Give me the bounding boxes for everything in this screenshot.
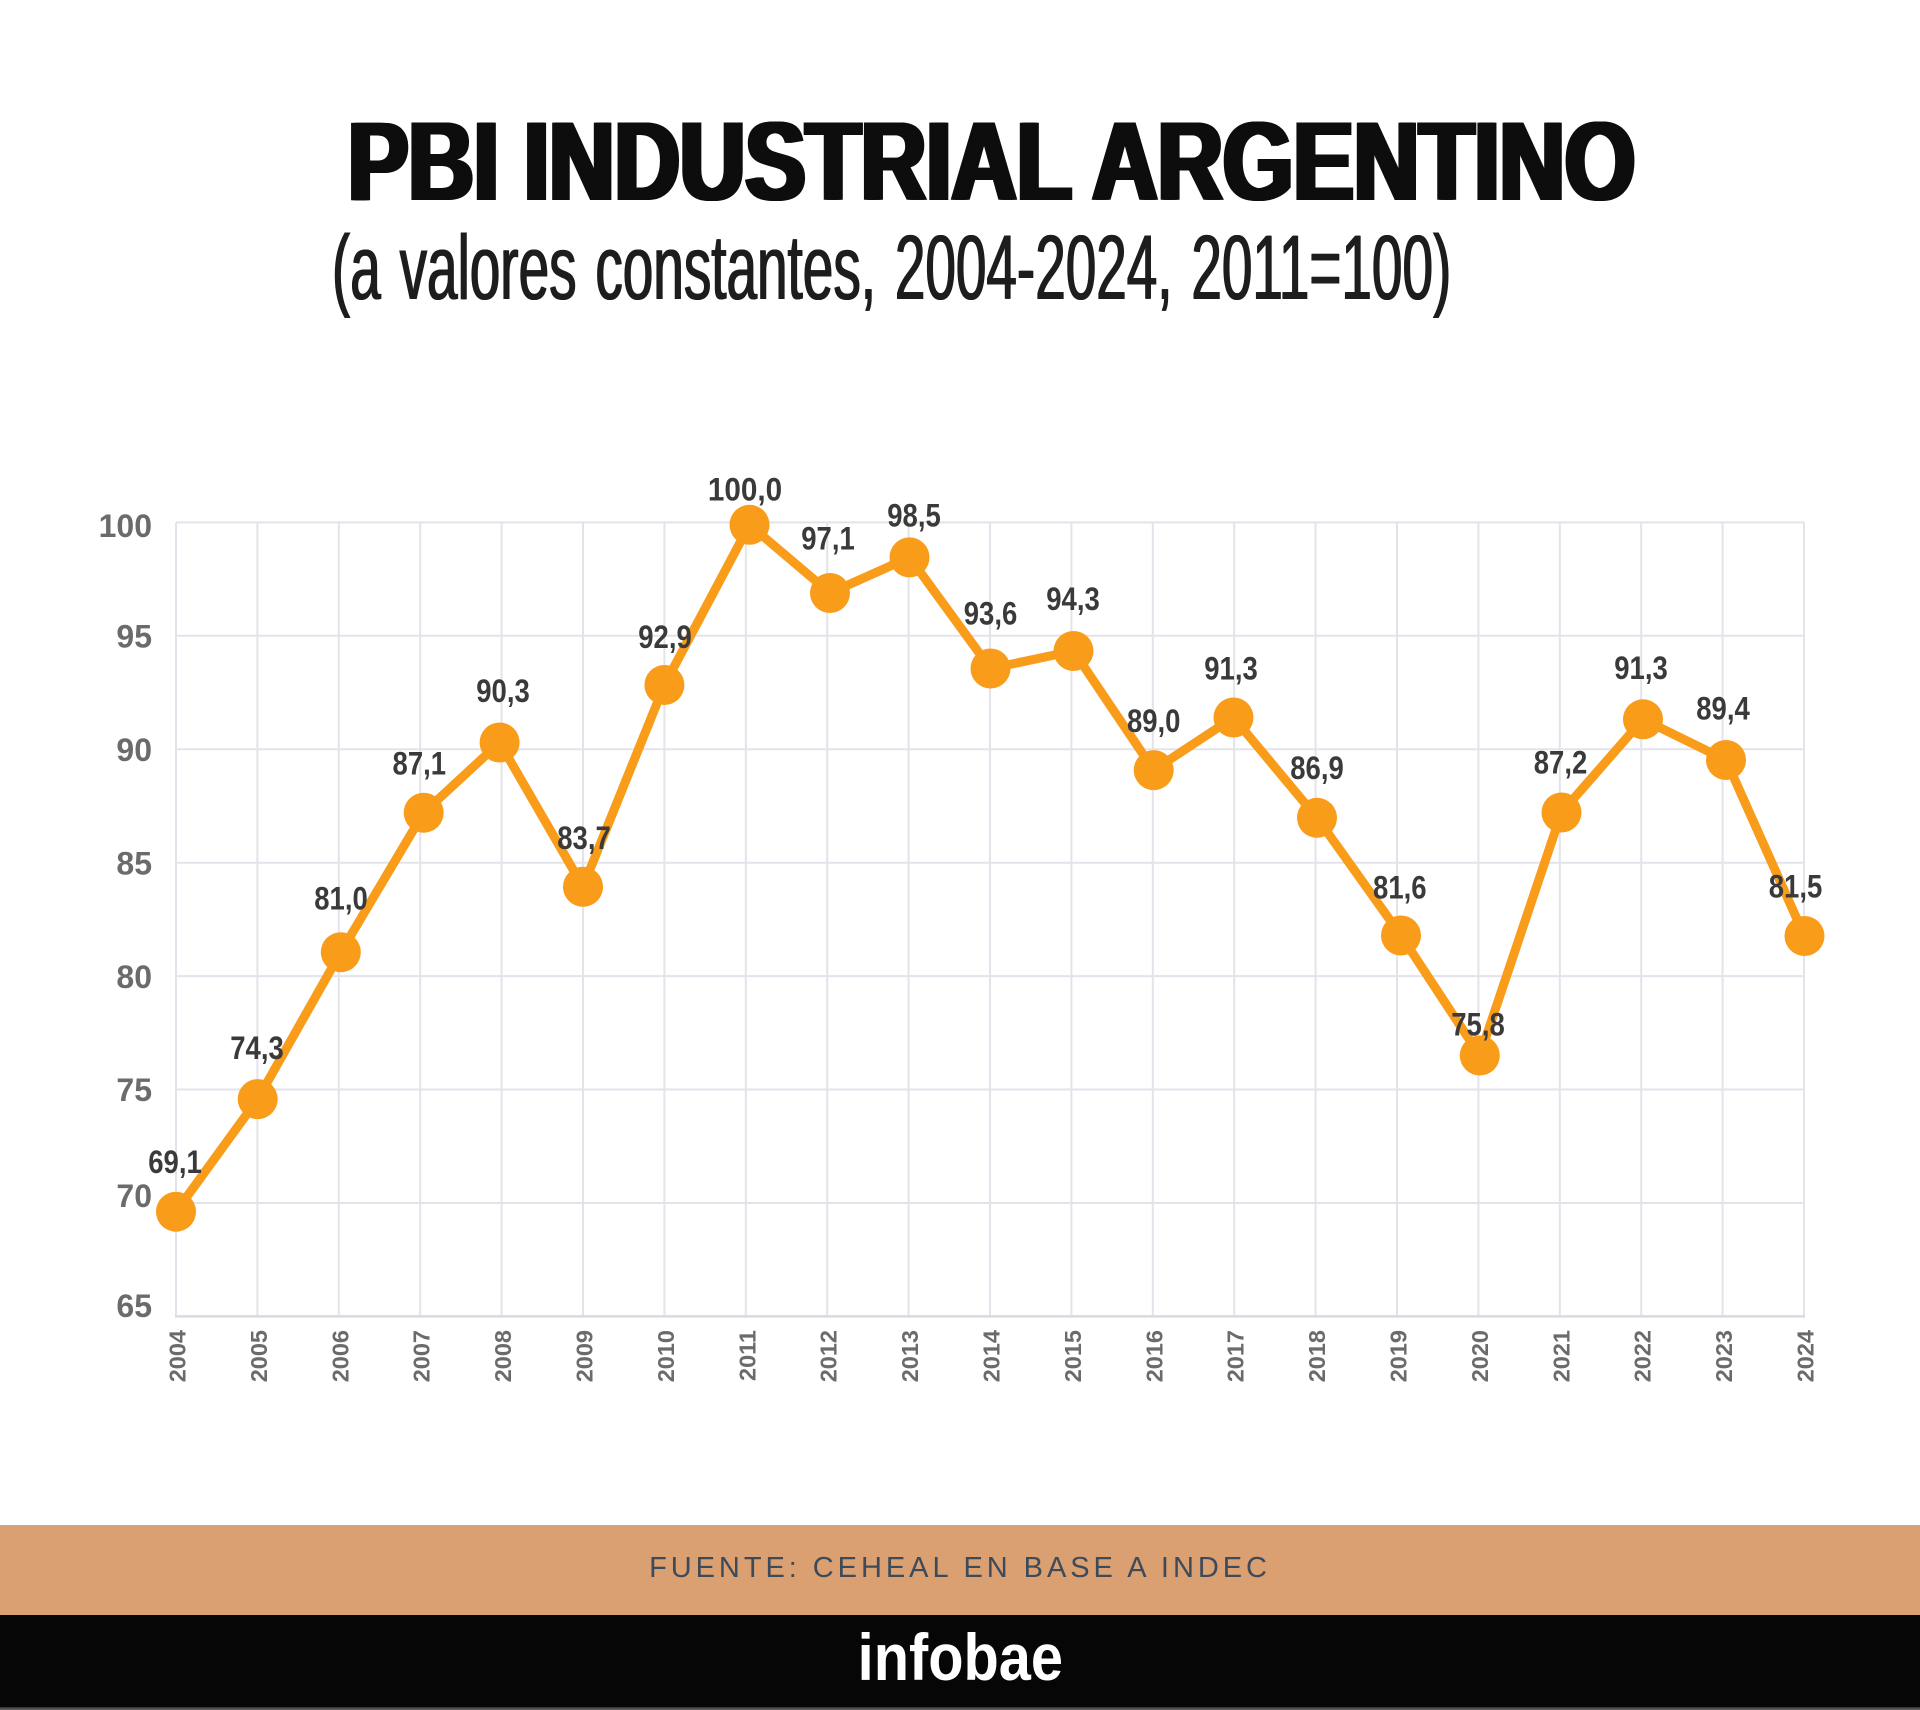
svg-text:2008: 2008	[490, 1330, 516, 1382]
svg-text:2022: 2022	[1630, 1330, 1656, 1382]
svg-text:65: 65	[116, 1288, 152, 1324]
svg-text:92,9: 92,9	[638, 619, 692, 655]
svg-text:2005: 2005	[246, 1330, 272, 1382]
svg-text:2014: 2014	[979, 1330, 1005, 1382]
svg-text:81,0: 81,0	[314, 881, 368, 917]
svg-text:90: 90	[116, 732, 152, 768]
svg-text:90,3: 90,3	[476, 673, 530, 709]
svg-text:2015: 2015	[1060, 1330, 1086, 1382]
svg-text:2021: 2021	[1548, 1330, 1574, 1382]
svg-text:81,6: 81,6	[1373, 870, 1427, 906]
svg-text:100,0: 100,0	[708, 471, 782, 507]
svg-text:75,8: 75,8	[1451, 1006, 1505, 1042]
svg-text:95: 95	[116, 619, 152, 655]
svg-text:94,3: 94,3	[1046, 581, 1100, 617]
svg-text:2024: 2024	[1793, 1330, 1819, 1382]
svg-text:2019: 2019	[1386, 1330, 1412, 1382]
svg-text:2010: 2010	[653, 1330, 679, 1382]
svg-text:2016: 2016	[1141, 1330, 1167, 1382]
svg-text:87,2: 87,2	[1534, 745, 1588, 781]
svg-text:86,9: 86,9	[1290, 750, 1344, 786]
svg-text:69,1: 69,1	[148, 1144, 202, 1180]
svg-text:2013: 2013	[897, 1330, 923, 1382]
svg-text:100: 100	[99, 508, 152, 544]
svg-text:85: 85	[116, 845, 152, 881]
svg-text:2009: 2009	[572, 1330, 598, 1382]
svg-text:87,1: 87,1	[393, 746, 447, 782]
svg-text:70: 70	[116, 1178, 152, 1214]
svg-text:2006: 2006	[327, 1330, 353, 1382]
svg-text:91,3: 91,3	[1204, 651, 1258, 687]
svg-text:2020: 2020	[1467, 1330, 1493, 1382]
svg-text:2023: 2023	[1711, 1330, 1737, 1382]
svg-text:97,1: 97,1	[801, 521, 855, 557]
svg-text:2004: 2004	[165, 1330, 191, 1382]
svg-text:80: 80	[116, 959, 152, 995]
svg-text:74,3: 74,3	[230, 1030, 284, 1066]
svg-text:93,6: 93,6	[964, 596, 1018, 632]
svg-text:89,0: 89,0	[1127, 703, 1181, 739]
svg-text:98,5: 98,5	[887, 498, 941, 534]
svg-text:2011: 2011	[734, 1330, 760, 1381]
svg-text:81,5: 81,5	[1769, 869, 1823, 905]
svg-text:2017: 2017	[1223, 1330, 1249, 1382]
svg-text:2012: 2012	[816, 1330, 842, 1382]
svg-text:2007: 2007	[409, 1330, 435, 1382]
svg-text:2018: 2018	[1304, 1330, 1330, 1382]
svg-text:91,3: 91,3	[1614, 650, 1668, 686]
svg-text:75: 75	[116, 1072, 152, 1108]
svg-text:89,4: 89,4	[1696, 691, 1750, 727]
svg-text:83,7: 83,7	[557, 820, 611, 856]
